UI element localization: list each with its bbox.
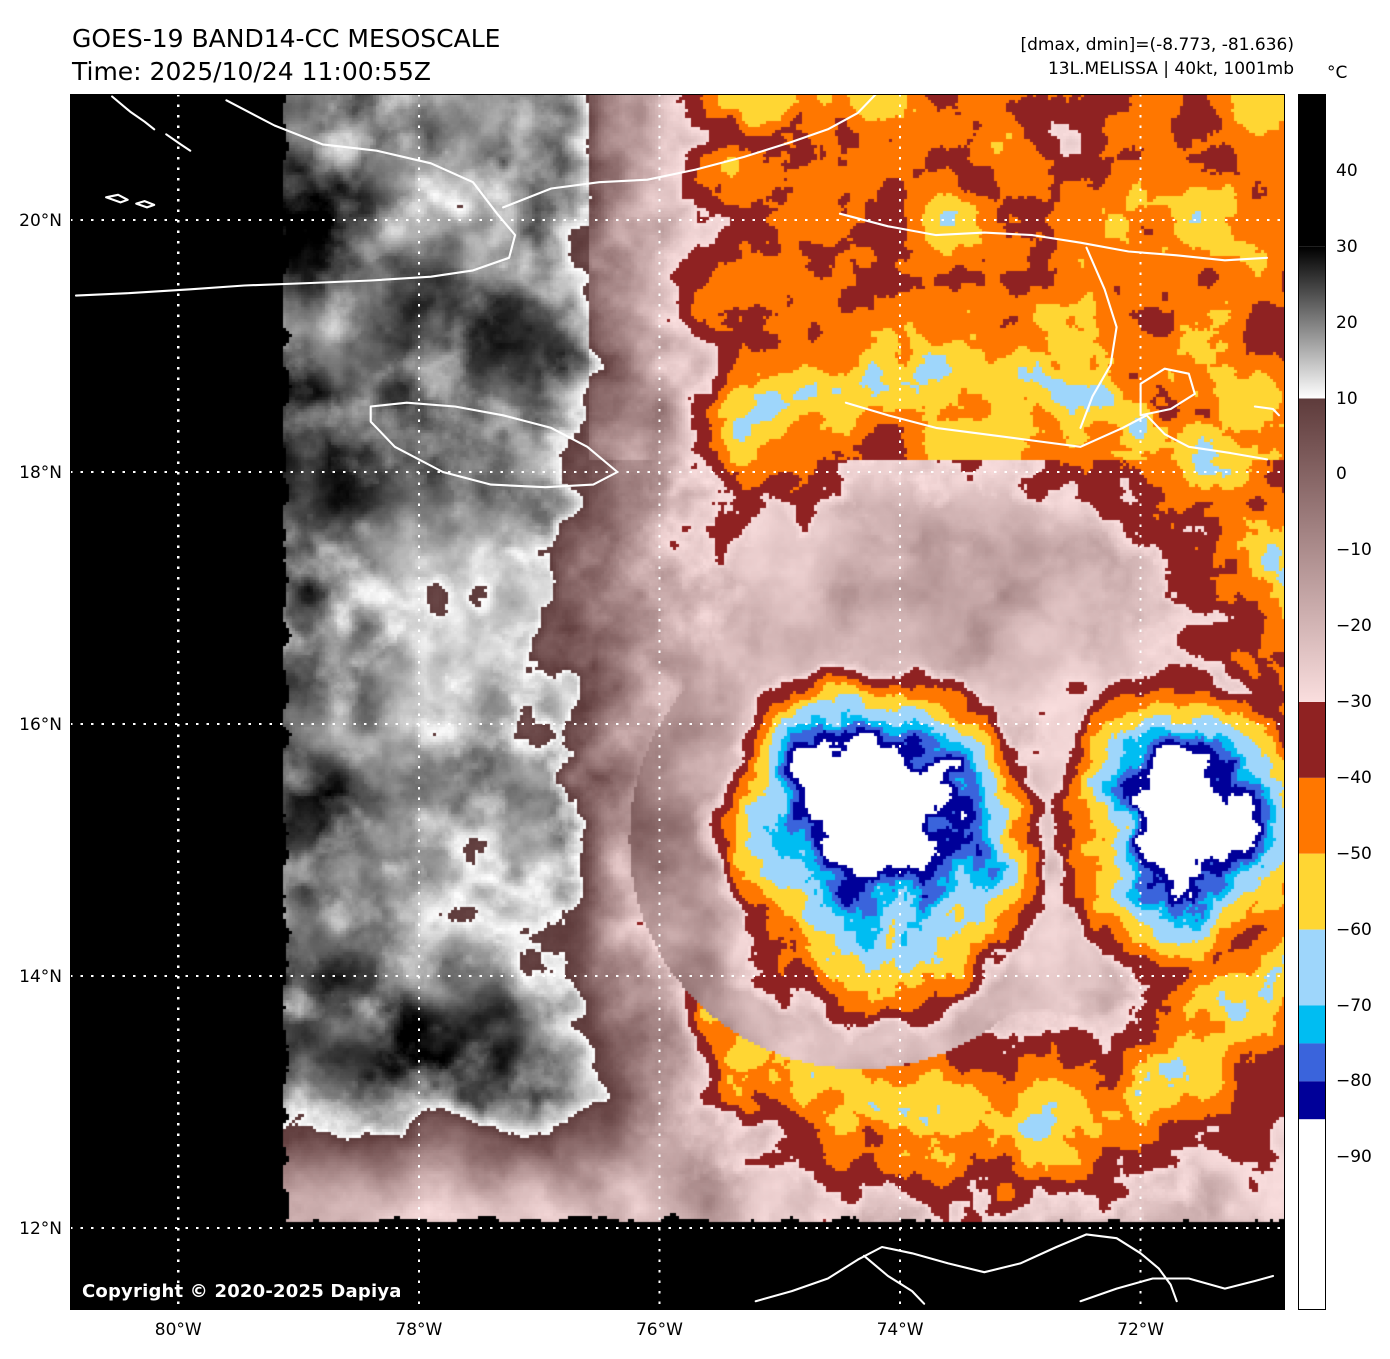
- coastline-hispaniola-north: [838, 212, 1269, 262]
- satellite-image-plot[interactable]: [70, 94, 1285, 1310]
- copyright-label: Copyright © 2020-2025 Dapiya: [82, 1281, 402, 1302]
- metadata-block: [dmax, dmin]=(-8.773, -81.636) 13L.MELIS…: [1021, 33, 1295, 81]
- coastline-cuba-south: [74, 99, 517, 297]
- colorbar-tick-30: 30: [1336, 236, 1358, 257]
- coastline-south-america-north: [754, 1233, 1178, 1303]
- coastline-sa-south: [1079, 1274, 1275, 1303]
- colorbar-tick-10: 10: [1336, 388, 1358, 409]
- coastline-cay-1: [111, 95, 156, 131]
- colorbar-tick--90: −90: [1336, 1147, 1372, 1168]
- coastline-hispaniola-south: [844, 401, 1269, 461]
- colorbar-tick--20: −20: [1336, 616, 1372, 637]
- colorbar-tick-0: 0: [1336, 464, 1347, 485]
- colorbar-unit-label: °C: [1327, 63, 1348, 83]
- coastline-cay-3: [105, 193, 129, 204]
- y-axis-tick-16°N: 16°N: [19, 715, 62, 736]
- coastline-cuba-east: [502, 94, 878, 209]
- y-axis-tick-18°N: 18°N: [19, 463, 62, 484]
- page-title: GOES-19 BAND14-CC MESOSCALE: [72, 24, 501, 53]
- x-axis-tick-80°W: 80°W: [154, 1320, 202, 1340]
- title-block: GOES-19 BAND14-CC MESOSCALE Time: 2025/1…: [72, 22, 500, 88]
- x-axis-tick-74°W: 74°W: [876, 1320, 924, 1340]
- dminmax-label: [dmax, dmin]=(-8.773, -81.636): [1020, 35, 1295, 55]
- colorbar-tick--40: −40: [1336, 767, 1372, 788]
- y-axis-tick-14°N: 14°N: [19, 967, 62, 988]
- coastline-hispaniola-interior: [1079, 246, 1118, 429]
- coastline-sa-branch: [862, 1254, 926, 1305]
- coastline-cay-4: [135, 200, 156, 209]
- y-axis-tick-20°N: 20°N: [19, 211, 62, 231]
- coastline-cay-2: [165, 133, 192, 152]
- coastline-jamaica: [369, 401, 619, 489]
- x-axis-tick-78°W: 78°W: [395, 1320, 443, 1340]
- colorbar-tick--10: −10: [1336, 540, 1372, 561]
- timestamp-label: Time: 2025/10/24 11:00:55Z: [72, 57, 431, 86]
- colorbar-tick--70: −70: [1336, 995, 1372, 1016]
- colorbar[interactable]: [1298, 94, 1326, 1310]
- x-axis-tick-76°W: 76°W: [635, 1320, 683, 1340]
- ir-brightness-temperature-raster: [70, 94, 1285, 1310]
- colorbar-tick-40: 40: [1336, 160, 1358, 181]
- colorbar-tick--30: −30: [1336, 692, 1372, 712]
- coastline-east-sliver: [1253, 405, 1281, 417]
- storm-info-label: 13L.MELISSA | 40kt, 1001mb: [1047, 59, 1294, 79]
- colorbar-tick--50: −50: [1336, 843, 1372, 864]
- x-axis-tick-72°W: 72°W: [1117, 1320, 1165, 1340]
- colorbar-tick--60: −60: [1336, 919, 1372, 940]
- coastline-lake-enriquillo: [1139, 367, 1196, 417]
- colorbar-tick-20: 20: [1336, 312, 1358, 333]
- y-axis-tick-12°N: 12°N: [19, 1219, 62, 1240]
- colorbar-tick--80: −80: [1336, 1071, 1372, 1092]
